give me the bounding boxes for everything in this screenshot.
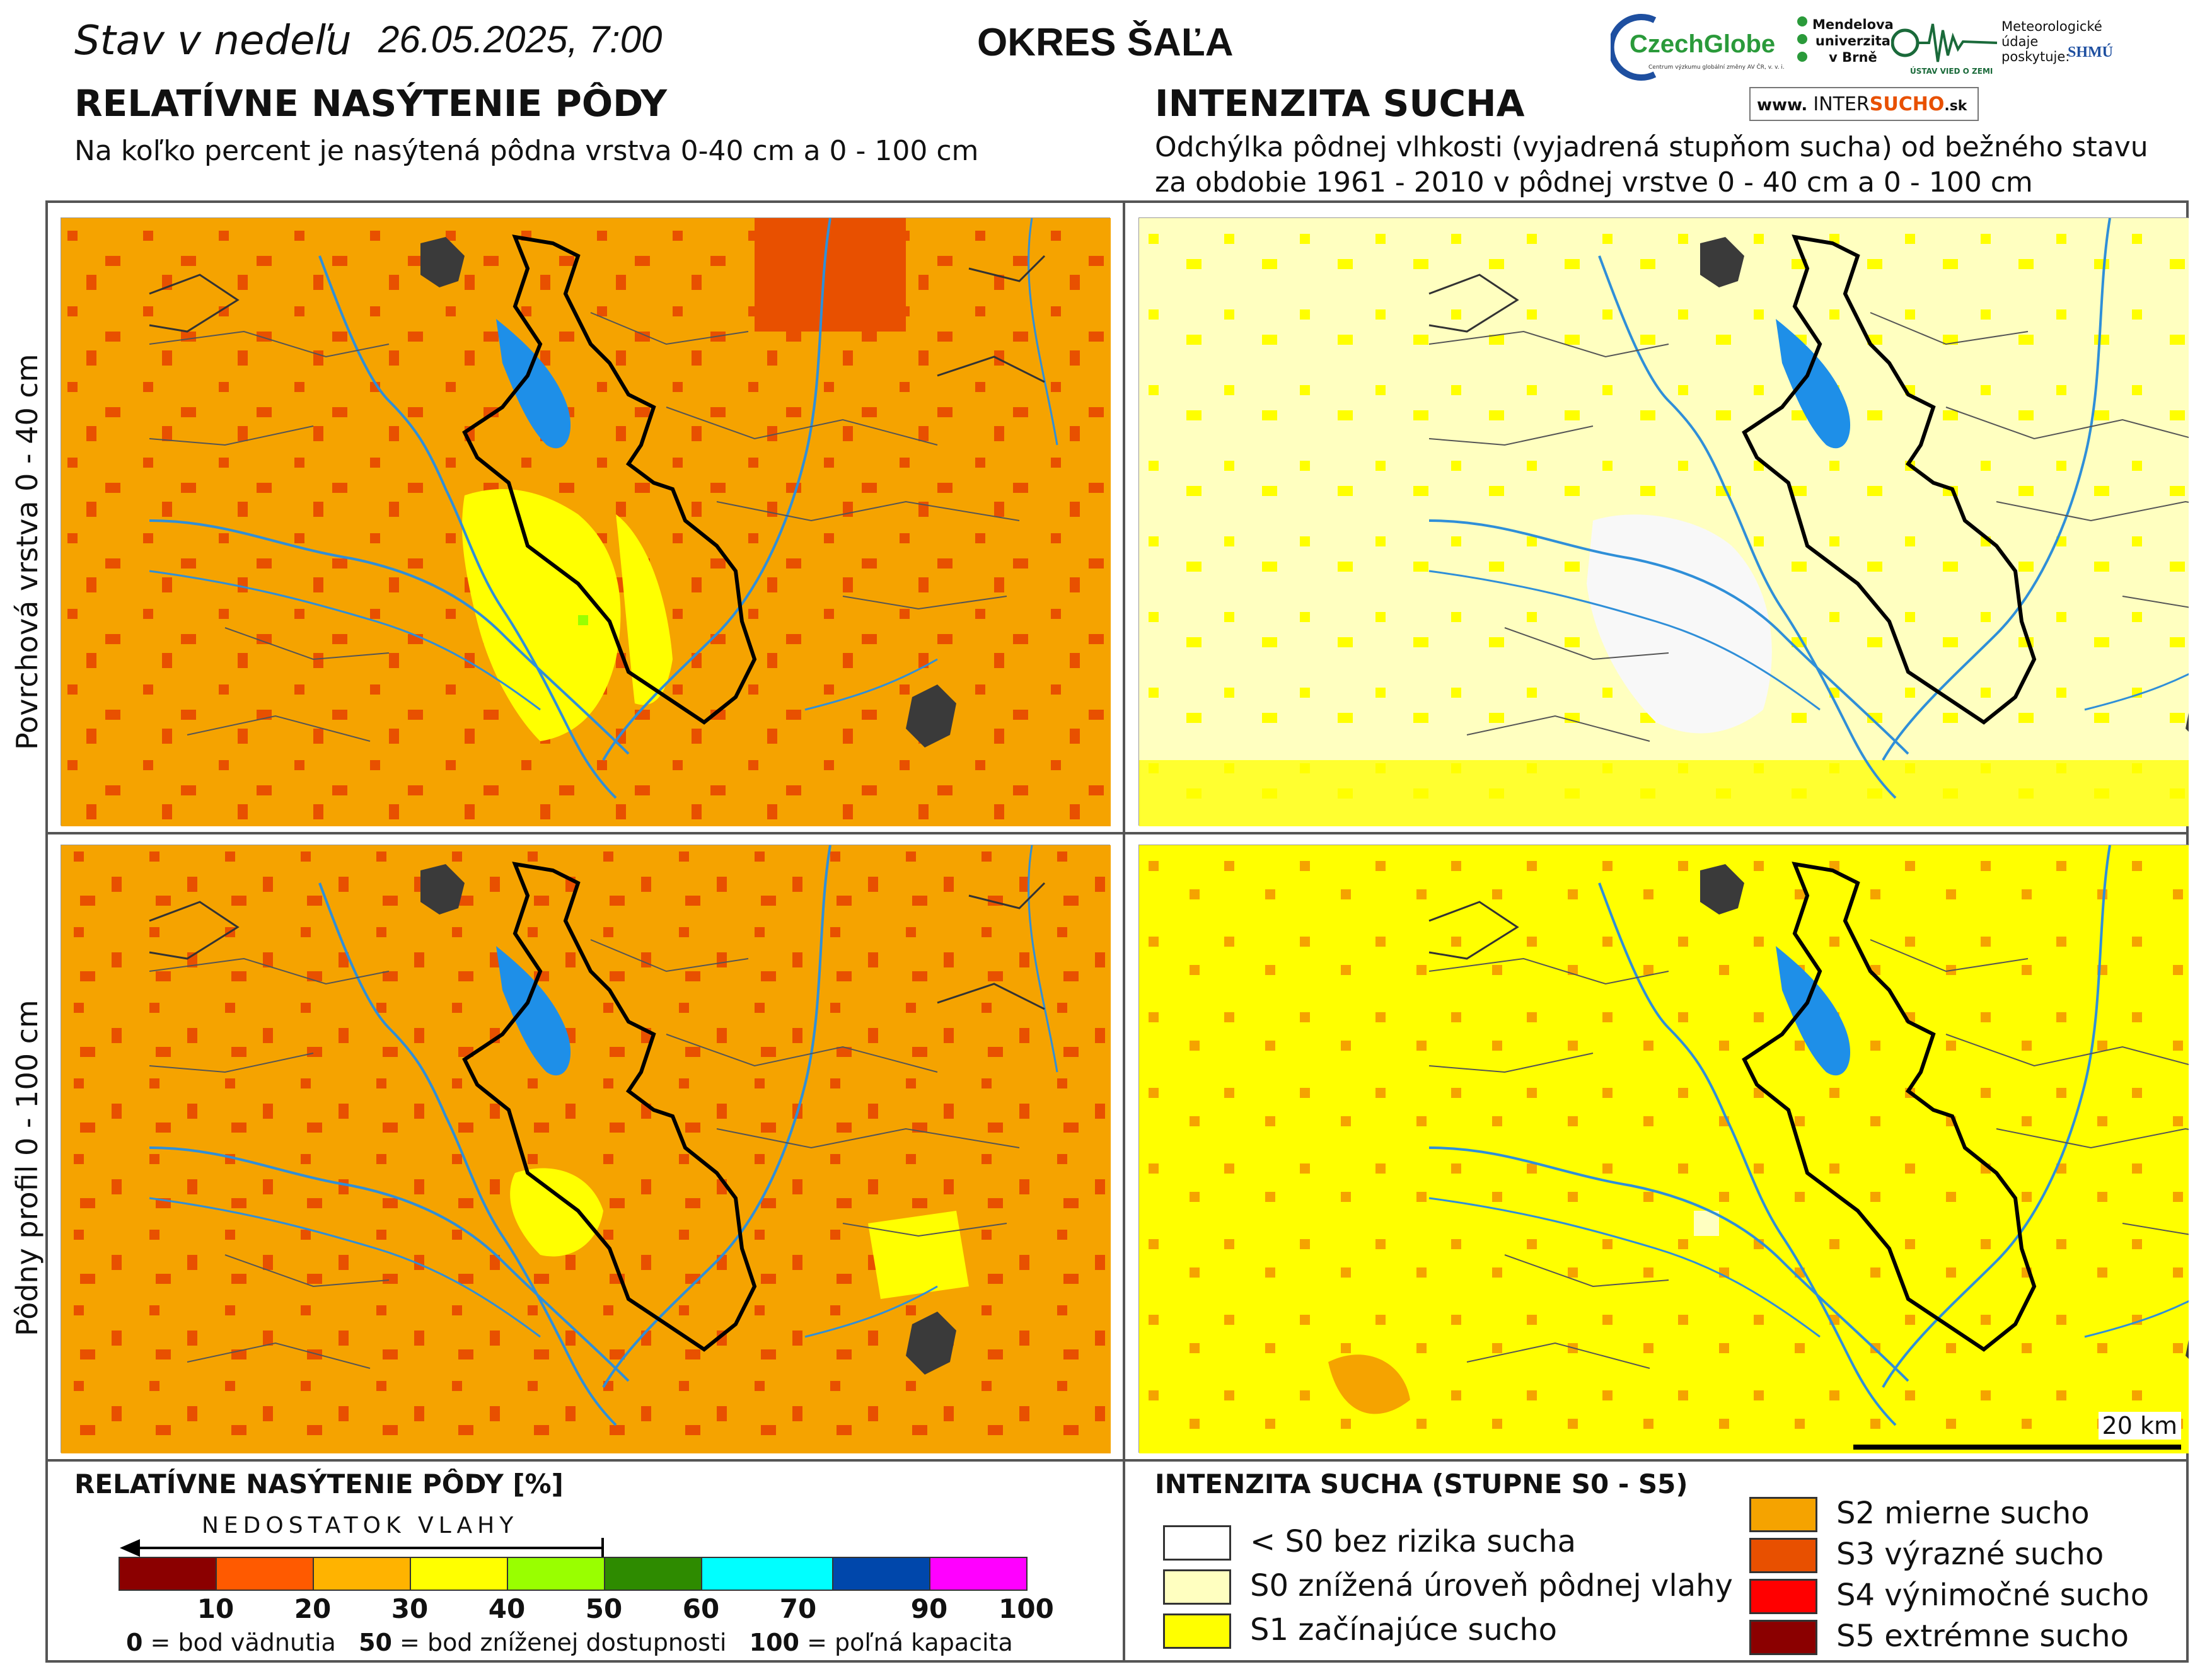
mendel-logo[interactable]: Mendelova univerzita v Brně [1793, 14, 1894, 83]
tick-label: 60 [682, 1593, 720, 1624]
legend-swatch [1749, 1538, 1817, 1573]
legend-drought-label: S5 extrémne sucho [1836, 1619, 2129, 1654]
colorbar-segment [832, 1557, 930, 1591]
frame-divider-legend [45, 1459, 2189, 1462]
tick-label: 70 [779, 1593, 817, 1624]
right-panel-subtitle-2: za obdobie 1961 - 2010 v pôdnej vrstve 0… [1155, 166, 2033, 199]
right-panel-subtitle-1: Odchýlka pôdnej vlhkosti (vyjadrená stup… [1155, 131, 2148, 163]
note-100-value: 100 [749, 1629, 799, 1656]
district-name: OKRES ŠAĽA [977, 21, 1234, 64]
scale-bar-line [1853, 1445, 2181, 1450]
seismograph-icon [1891, 23, 1998, 62]
meteo-line-1: Meteorologické [2001, 19, 2102, 34]
colorbar-segment [929, 1557, 1028, 1591]
legend-swatch [1749, 1497, 1817, 1532]
meteo-line-2: údaje [2001, 34, 2039, 49]
meteo-line-3: poskytuje: [2001, 49, 2070, 64]
colorbar-segment [119, 1557, 217, 1591]
left-panel-title: RELATÍVNE NASÝTENIE PÔDY [74, 82, 668, 125]
note-50-value: 50 [359, 1629, 392, 1656]
legend-swatch [1163, 1613, 1231, 1649]
intersucho-www: www. [1757, 96, 1808, 115]
legend-drought-label: S3 výrazné sucho [1836, 1537, 2104, 1572]
intersucho-logo[interactable]: www. INTERSUCHO.sk [1749, 87, 1979, 121]
legend-saturation-title: RELATÍVNE NASÝTENIE PÔDY [%] [74, 1469, 564, 1499]
saturation-colorbar [119, 1557, 1028, 1591]
note-0-value: 0 [126, 1629, 143, 1656]
deficit-arrow-icon [120, 1538, 604, 1559]
legend-saturation-notes: 0 = bod vädnutia 50 = bod zníženej dostu… [126, 1629, 1013, 1656]
map-saturation-profile[interactable] [61, 845, 1111, 1453]
shmu-name: SHMÚ [2068, 44, 2113, 61]
map-saturation-topsoil[interactable] [61, 217, 1111, 826]
czechglobe-subtitle: Centrum výzkumu globální změny AV ČR, v.… [1648, 64, 1785, 71]
tick-label: 10 [197, 1593, 235, 1624]
note-100-text: = poľná kapacita [799, 1629, 1013, 1656]
left-panel-subtitle: Na koľko percent je nasýtená pôdna vrstv… [74, 135, 979, 167]
mendel-dots-icon [1797, 16, 1807, 62]
note-0-text: = bod vädnutia [142, 1629, 336, 1656]
czechglobe-name: CzechGlobe [1630, 30, 1776, 58]
legend-drought-label: S2 mierne sucho [1836, 1496, 2090, 1531]
intersucho-inter: INTER [1813, 93, 1870, 115]
colorbar-ticks: 10 20 30 40 50 60 70 90 100 [119, 1593, 1054, 1625]
tick-label: 20 [294, 1593, 332, 1624]
frame-divider-row [45, 832, 2189, 834]
legend-drought-label: S0 znížená úroveň pôdnej vlahy [1250, 1568, 1733, 1603]
czechglobe-logo[interactable]: CzechGlobe Centrum výzkumu globální změn… [1607, 13, 1800, 82]
legend-swatch [1163, 1525, 1231, 1561]
mendel-line-1: Mendelova [1812, 17, 1894, 32]
map-drought-profile[interactable] [1138, 845, 2188, 1453]
scale-bar-label: 20 km [2098, 1412, 2181, 1440]
status-date: 26.05.2025, 7:00 [378, 18, 663, 61]
tick-label: 90 [910, 1593, 948, 1624]
legend-arrow-label: NEDOSTATOK VLAHY [202, 1513, 519, 1538]
intersucho-tld: .sk [1944, 98, 1967, 114]
colorbar-segment [216, 1557, 314, 1591]
tick-label: 40 [488, 1593, 526, 1624]
scale-bar: 20 km [1853, 1412, 2181, 1450]
legend-swatch [1749, 1579, 1817, 1614]
map-drought-topsoil[interactable] [1138, 217, 2188, 826]
tick-label: 50 [585, 1593, 623, 1624]
colorbar-segment [313, 1557, 411, 1591]
right-panel-title: INTENZITA SUCHA [1155, 82, 1525, 125]
czechglobe-logo-icon [1607, 14, 1657, 81]
shmu-logo[interactable]: SHMÚ [2068, 44, 2124, 69]
status-prefix: Stav v nedeľu [74, 18, 352, 64]
tick-label: 30 [391, 1593, 429, 1624]
row-label-top: Povrchová vrstva 0 - 40 cm [10, 354, 44, 750]
row-label-bottom: Pôdny profil 0 - 100 cm [10, 1000, 44, 1336]
colorbar-segment [701, 1557, 833, 1591]
uvoz-name: ÚSTAV VIED O ZEMI [1910, 67, 1993, 76]
legend-drought-label: S4 výnimočné sucho [1836, 1578, 2150, 1613]
colorbar-segment [410, 1557, 508, 1591]
legend-drought-title: INTENZITA SUCHA (STUPNE S0 - S5) [1155, 1469, 1688, 1499]
colorbar-segment [604, 1557, 702, 1591]
uvoz-logo[interactable]: ÚSTAV VIED O ZEMI [1891, 18, 1998, 81]
legend-swatch [1163, 1569, 1231, 1605]
note-50-text: = bod zníženej dostupnosti [391, 1629, 727, 1656]
tick-label: 100 [999, 1593, 1054, 1624]
frame-divider-vertical [1123, 200, 1125, 1663]
legend-drought-label: < S0 bez rizika sucha [1250, 1524, 1577, 1559]
intersucho-sucho: SUCHO [1869, 93, 1945, 115]
colorbar-segment [507, 1557, 605, 1591]
mendel-line-2: univerzita [1815, 33, 1891, 49]
mendel-line-3: v Brně [1829, 50, 1877, 65]
meteo-provider: Meteorologické údaje poskytuje: [2001, 19, 2102, 64]
legend-drought-label: S1 začínajúce sucho [1250, 1612, 1557, 1648]
legend-swatch [1749, 1620, 1817, 1655]
